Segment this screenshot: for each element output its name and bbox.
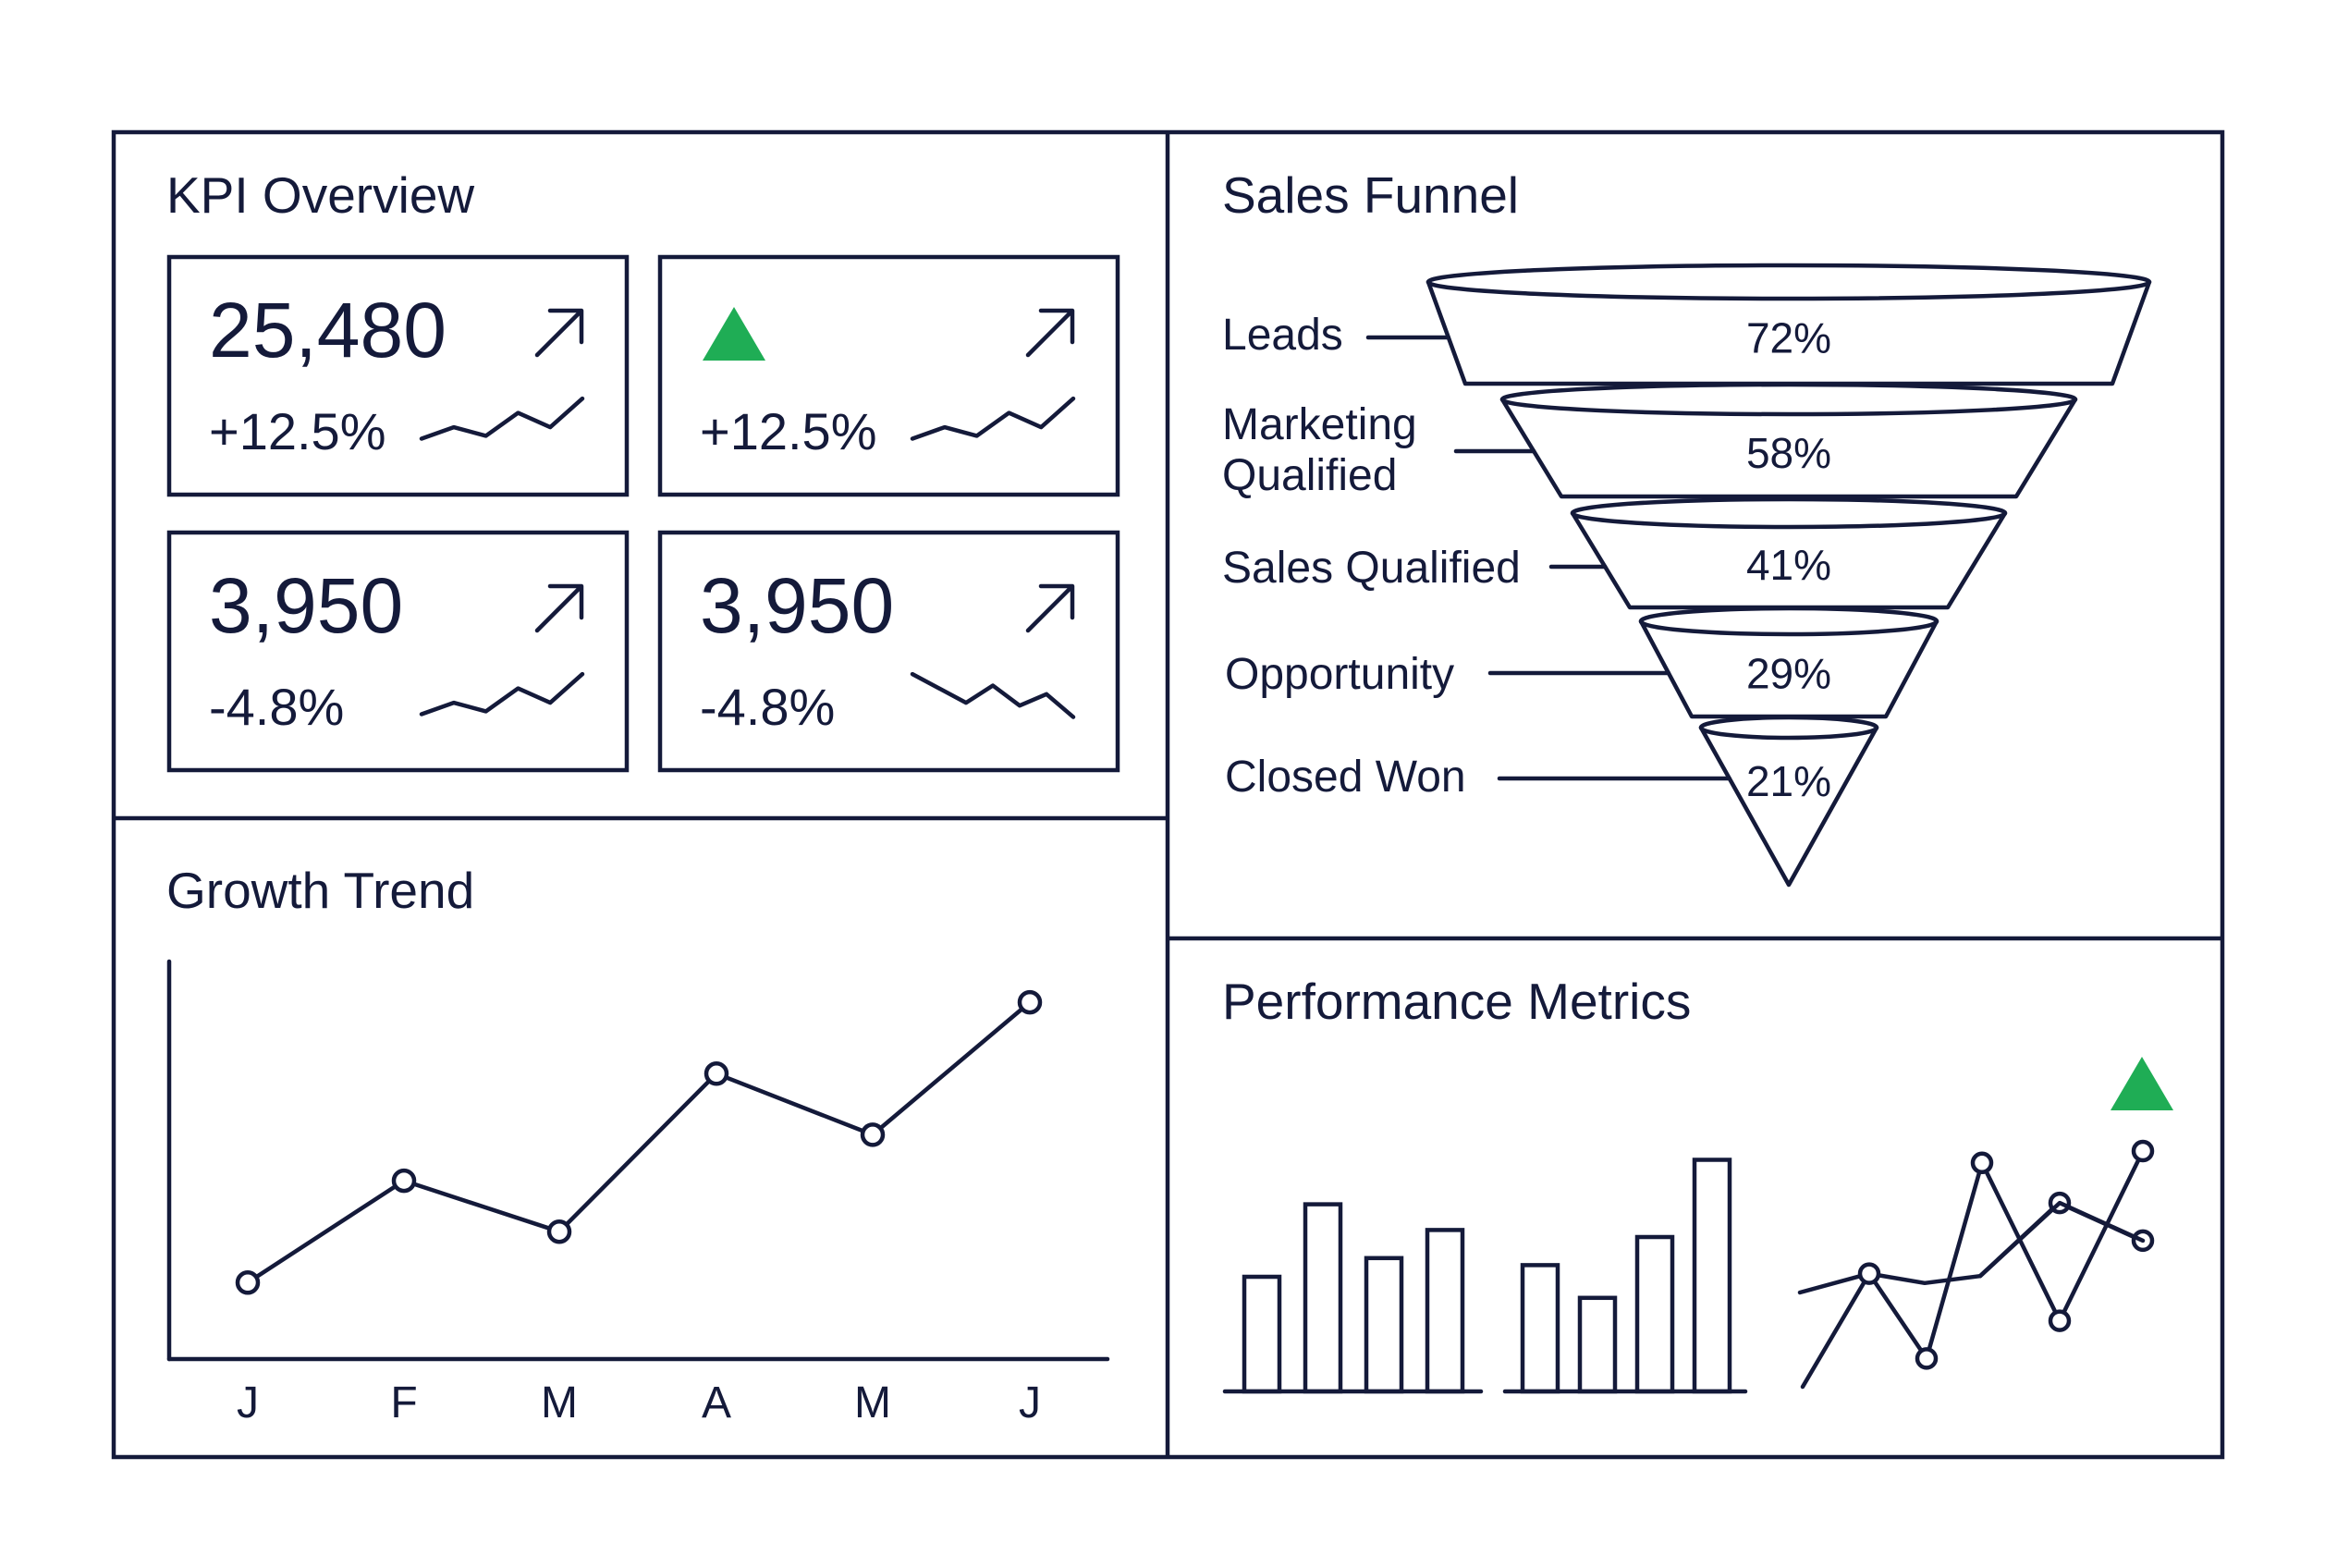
bar [1520, 1263, 1560, 1394]
kpi-overview-panel: KPI Overview 25,480 +12.5% +12.5% 3,950 -4.8… [166, 166, 1120, 773]
funnel-segment [1698, 725, 1879, 888]
growth-x-tick-label: F [390, 1378, 417, 1427]
funnel-percent: 29% [1746, 650, 1831, 698]
performance-line-b [1800, 1148, 2146, 1390]
funnel-segment-rim [1698, 715, 1879, 741]
funnel-segment-rim [1638, 606, 1939, 637]
funnel-stage: 72% Leads [1222, 263, 2152, 386]
bar-group [1502, 1158, 1748, 1394]
growth-trend-title: Growth Trend [166, 862, 474, 919]
funnel-percent: 21% [1746, 757, 1831, 805]
performance-line-chart [1797, 1057, 2173, 1390]
performance-point [2131, 1139, 2155, 1163]
growth-x-tick-label: J [237, 1378, 259, 1427]
funnel-stage: 21% Closed Won [1225, 715, 1879, 888]
kpi-card-box [166, 254, 630, 497]
growth-point [704, 1061, 729, 1086]
growth-point [546, 1219, 572, 1244]
funnel-label: Sales Qualified [1222, 544, 1521, 593]
triangle-up-icon [703, 307, 765, 361]
growth-line [245, 999, 1033, 1285]
kpi-card: +12.5% [657, 254, 1120, 497]
arrow-up-right-icon [1025, 308, 1075, 358]
performance-point [2048, 1309, 2072, 1332]
bar [1634, 1234, 1675, 1394]
funnel-label: Marketing [1222, 400, 1417, 449]
kpi-card-box [166, 530, 630, 773]
funnel-stage: 29% Opportunity [1225, 606, 1939, 719]
funnel-percent: 72% [1746, 314, 1831, 362]
performance-point [1915, 1347, 1939, 1370]
growth-point [860, 1122, 886, 1147]
bar [1692, 1158, 1732, 1394]
bar [1577, 1295, 1618, 1394]
bar [1303, 1202, 1343, 1394]
bar [1425, 1228, 1465, 1394]
kpi-value: 3,950 [700, 562, 894, 649]
kpi-card-box [657, 254, 1120, 497]
kpi-delta: -4.8% [209, 678, 344, 736]
bar-group [1222, 1202, 1484, 1394]
sales-funnel-title: Sales Funnel [1222, 166, 1519, 224]
growth-x-tick-label: J [1019, 1378, 1041, 1427]
bar [1242, 1274, 1282, 1394]
funnel-label: Closed Won [1225, 753, 1466, 802]
arrow-up-right-icon [534, 583, 584, 633]
performance-metrics-title: Performance Metrics [1222, 973, 1691, 1030]
growth-x-tick-label: M [854, 1378, 891, 1427]
performance-point [1857, 1262, 1881, 1285]
kpi-sparkline [419, 396, 585, 441]
performance-line-a-tail [1977, 1200, 2146, 1279]
kpi-card-box [657, 530, 1120, 773]
funnel-stage: 41% Sales Qualified [1222, 496, 2008, 610]
sales-funnel-panel: Sales Funnel 72% Leads 58% MarketingQualifi… [1222, 166, 2152, 888]
bar [1364, 1256, 1404, 1394]
kpi-overview-title: KPI Overview [166, 166, 474, 224]
kpi-value: 25,480 [209, 287, 447, 374]
kpi-card: 25,480 +12.5% [166, 254, 630, 497]
growth-point [391, 1168, 417, 1194]
kpi-delta: +12.5% [209, 402, 386, 460]
funnel-segment-rim [1425, 263, 2152, 301]
kpi-value: 3,950 [209, 562, 403, 649]
arrow-up-right-icon [534, 308, 584, 358]
kpi-sparkline [910, 396, 1076, 441]
arrow-up-right-icon [1025, 583, 1075, 633]
growth-x-tick-label: M [541, 1378, 578, 1427]
performance-point [1970, 1151, 1994, 1175]
kpi-card-grid: 25,480 +12.5% +12.5% 3,950 -4.8% 3,950 -4.8% [166, 254, 1120, 773]
performance-metrics-charts [1222, 1057, 2173, 1394]
funnel-segment-rim [1499, 382, 2078, 417]
performance-metrics-panel: Performance Metrics [1222, 973, 2173, 1394]
funnel-percent: 58% [1746, 429, 1831, 477]
growth-point [1017, 989, 1043, 1015]
growth-x-tick-label: A [702, 1378, 731, 1427]
kpi-sparkline [910, 671, 1076, 719]
growth-trend-panel: Growth Trend J F M A M J [166, 862, 1110, 1427]
kpi-sparkline [419, 671, 585, 717]
kpi-card: 3,950 -4.8% [657, 530, 1120, 773]
kpi-card: 3,950 -4.8% [166, 530, 630, 773]
funnel-label: Qualified [1222, 451, 1397, 500]
funnel-percent: 41% [1746, 541, 1831, 589]
funnel-label: Leads [1222, 311, 1343, 360]
triangle-up-icon [2111, 1057, 2173, 1110]
growth-point [235, 1270, 261, 1295]
kpi-delta: -4.8% [700, 678, 835, 736]
funnel-segment-rim [1570, 496, 2008, 530]
kpi-delta: +12.5% [700, 402, 877, 460]
funnel-label: Opportunity [1225, 650, 1454, 699]
